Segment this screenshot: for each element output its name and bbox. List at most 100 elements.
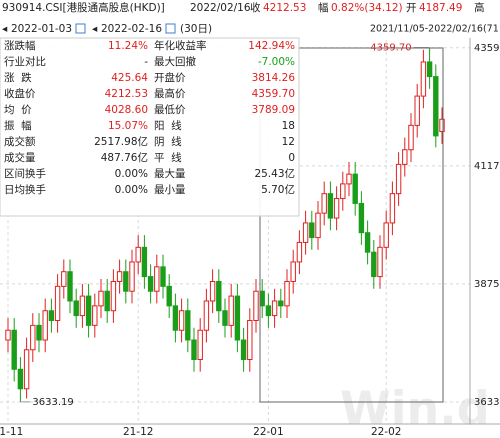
candle-body	[327, 193, 334, 219]
arrow[interactable]: ◂	[92, 23, 98, 35]
candle-body	[166, 285, 172, 307]
x-tick-label: 21-12	[123, 426, 154, 438]
date: 2022/02/16	[190, 2, 251, 14]
candle-body	[154, 266, 160, 292]
candle-body	[426, 61, 433, 78]
stat-value: 15.07%	[108, 120, 148, 132]
candle-body	[433, 76, 439, 137]
stat-value: 4212.53	[105, 88, 148, 100]
stat-value: 0.00%	[115, 184, 148, 196]
candle-body	[36, 324, 42, 341]
candle-body	[48, 310, 55, 321]
candle-body	[333, 198, 340, 219]
candle-body	[123, 271, 129, 292]
y-tick-label: 4359	[474, 43, 499, 54]
candle-body	[5, 329, 11, 341]
candle-body	[302, 222, 309, 243]
candle-body	[17, 368, 24, 390]
candle-body	[439, 118, 445, 132]
candle-body	[42, 310, 48, 341]
stat-value: 11.24%	[108, 40, 148, 52]
candle-body	[321, 193, 327, 214]
candle-body	[92, 305, 98, 326]
stat-label: 行业对比	[4, 55, 46, 68]
stat-value: 2517.98亿	[94, 135, 148, 148]
stat-label: 最低价	[154, 103, 186, 116]
stat-value: 425.64	[111, 72, 148, 84]
change: 0.82%(34.12)	[331, 2, 403, 14]
candle-body	[358, 202, 365, 234]
candle-body	[265, 305, 272, 317]
stat-value: 3789.09	[252, 104, 295, 116]
low-annotation: 3633.19	[32, 397, 73, 408]
chart: 3633 3875 4117 4359 21-11 21-12 22-01 22-02 4359…	[0, 38, 500, 438]
candle-body	[104, 290, 110, 312]
candle-body	[228, 295, 234, 326]
candle-body	[79, 295, 86, 317]
y-tick-label: 3633	[474, 397, 499, 408]
stat-label: 日均换手	[4, 183, 46, 196]
candle-body	[389, 193, 396, 224]
candle-body	[253, 290, 259, 321]
candle-body	[408, 124, 414, 151]
candle-body	[85, 295, 92, 326]
candle-body	[11, 329, 17, 370]
candle-body	[185, 310, 191, 341]
calendar-icon[interactable]	[165, 23, 176, 34]
start-date[interactable]: 2022-01-03	[11, 23, 72, 35]
stat-label: 均 价	[4, 104, 32, 116]
candle-body	[352, 173, 358, 204]
candle-body	[216, 280, 222, 312]
stat-value: 4028.60	[105, 104, 148, 116]
stat-value: 487.76亿	[101, 151, 148, 164]
selection-box	[259, 47, 444, 403]
stat-value: 3814.26	[252, 72, 296, 84]
open-label: 开	[406, 2, 417, 14]
stat-label: 振 幅	[4, 119, 32, 132]
candle-body	[110, 280, 117, 312]
stat-label: 涨跌幅	[4, 39, 36, 52]
change-label: 幅	[318, 1, 329, 14]
candle-body	[278, 300, 284, 307]
stat-value: 25.43亿	[254, 167, 295, 180]
candle-body	[222, 310, 228, 326]
candle-body	[414, 95, 420, 126]
candle-body	[191, 339, 197, 361]
y-tick-label: 4117	[474, 161, 499, 172]
stat-value: 18	[282, 120, 295, 132]
candle-body	[129, 261, 135, 292]
candle-body	[116, 271, 123, 282]
stat-label: 阳 线	[154, 119, 182, 132]
stat-label: 平 线	[154, 151, 182, 164]
stats: 涨跌幅 11.24% 年化收益率 142.94% 行业对比 - 最大回撤 -7.00% 涨 跌 4…	[4, 39, 295, 196]
candle-body	[383, 222, 389, 248]
candle-body	[135, 246, 141, 263]
stat-label: 成交额	[4, 135, 36, 148]
candle-body	[247, 319, 253, 361]
candle-body	[364, 232, 371, 253]
end-date[interactable]: 2022-02-16	[101, 23, 162, 35]
candle-body	[315, 212, 321, 239]
candle-body	[234, 295, 241, 341]
candle-body	[160, 266, 166, 287]
calendar-icon[interactable]	[75, 23, 86, 34]
arrow[interactable]: ◂	[2, 23, 8, 35]
candle-body	[147, 276, 154, 292]
candle-body	[61, 271, 67, 287]
candle-body	[73, 300, 79, 317]
stat-label: 最高价	[154, 87, 186, 100]
stat-value: 5.70亿	[261, 183, 295, 196]
candle-body	[309, 222, 315, 239]
candle-body	[402, 149, 408, 165]
candle-body	[240, 339, 247, 361]
days: (30日)	[180, 23, 212, 35]
high-label: 高	[474, 1, 485, 14]
stat-label: 年化收益率	[154, 39, 207, 52]
span: 2021/11/05-2022/02/16(71日)	[370, 24, 500, 35]
candle-body	[67, 271, 73, 302]
watermark: Win.d	[340, 382, 490, 436]
candle-body	[290, 261, 296, 282]
candle-body	[209, 280, 216, 302]
code: 930914.CSI[港股通高股息(HKD)]	[2, 1, 165, 14]
